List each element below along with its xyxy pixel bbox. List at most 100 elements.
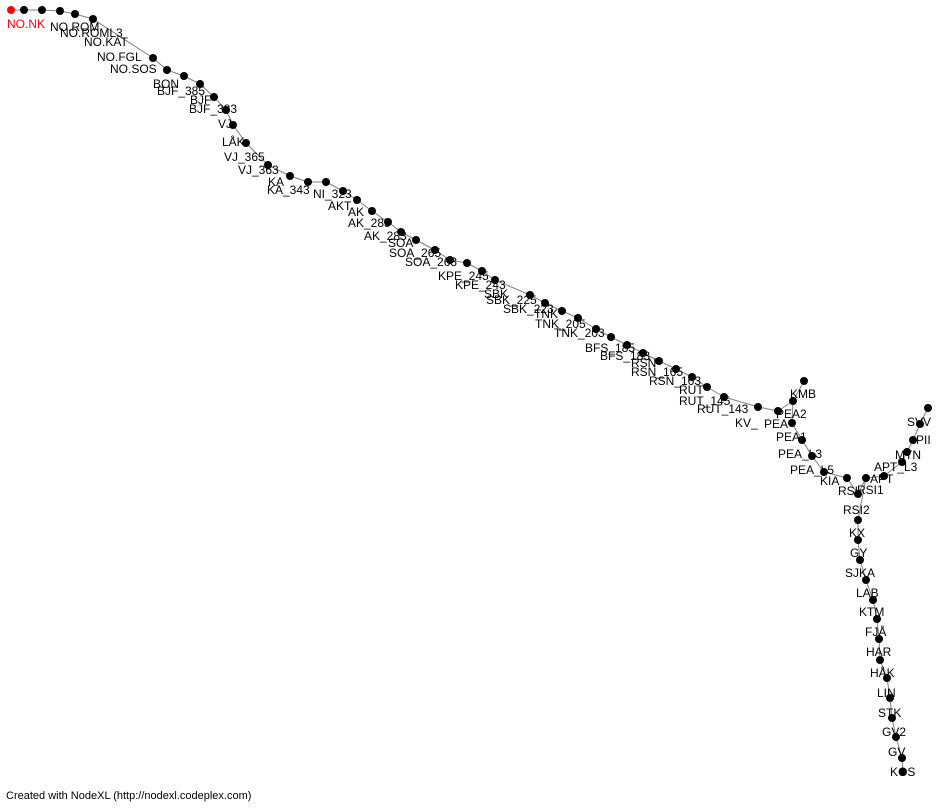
- graph-node[interactable]: [843, 474, 851, 482]
- graph-edge: [267, 164, 291, 177]
- graph-node[interactable]: [163, 66, 171, 74]
- graph-node[interactable]: [873, 615, 881, 623]
- graph-node[interactable]: [196, 80, 204, 88]
- graph-node[interactable]: [789, 397, 797, 405]
- node-label: SOA_265: [389, 246, 441, 260]
- graph-node[interactable]: [20, 6, 28, 14]
- graph-node[interactable]: [862, 474, 870, 482]
- node-label: MTN: [895, 448, 921, 462]
- graph-node[interactable]: [875, 635, 883, 643]
- graph-node[interactable]: [883, 674, 891, 682]
- node-label: AK: [348, 205, 364, 219]
- node-label: KA_343: [267, 183, 310, 197]
- graph-node[interactable]: [672, 365, 680, 373]
- graph-node[interactable]: [431, 246, 439, 254]
- node-label: KA: [268, 175, 284, 189]
- graph-node[interactable]: [888, 714, 896, 722]
- graph-node[interactable]: [286, 172, 294, 180]
- graph-node[interactable]: [222, 106, 230, 114]
- graph-node[interactable]: [463, 259, 471, 267]
- graph-node[interactable]: [880, 472, 888, 480]
- graph-node[interactable]: [412, 236, 420, 244]
- graph-node[interactable]: [397, 228, 405, 236]
- graph-node[interactable]: [384, 218, 392, 226]
- graph-node[interactable]: [703, 383, 711, 391]
- node-label: GV2: [882, 725, 906, 739]
- graph-edge: [92, 18, 154, 59]
- graph-edge: [245, 142, 269, 166]
- graph-node[interactable]: [180, 72, 188, 80]
- graph-node[interactable]: [774, 407, 782, 415]
- graph-node[interactable]: [903, 448, 911, 456]
- graph-node[interactable]: [491, 276, 499, 284]
- graph-node[interactable]: [808, 452, 816, 460]
- graph-node[interactable]: [210, 93, 218, 101]
- graph-node[interactable]: [854, 490, 862, 498]
- node-label: RUT_145: [679, 394, 731, 408]
- graph-edge: [723, 396, 759, 408]
- graph-node[interactable]: [526, 291, 534, 299]
- graph-node[interactable]: [892, 733, 900, 741]
- graph-node[interactable]: [800, 377, 808, 385]
- graph-node[interactable]: [304, 178, 312, 186]
- graph-node[interactable]: [89, 15, 97, 23]
- graph-node[interactable]: [720, 393, 728, 401]
- graph-node[interactable]: [574, 314, 582, 322]
- graph-node[interactable]: [798, 436, 806, 444]
- graph-node[interactable]: [854, 516, 862, 524]
- node-label: VJ_365: [224, 150, 265, 164]
- graph-node[interactable]: [264, 161, 272, 169]
- node-label: KIA: [820, 474, 839, 488]
- graph-node[interactable]: [353, 196, 361, 204]
- graph-node[interactable]: [592, 325, 600, 333]
- graph-node[interactable]: [820, 468, 828, 476]
- node-label: KPE_245: [438, 269, 489, 283]
- graph-node[interactable]: [322, 178, 330, 186]
- node-label: AKT: [328, 199, 352, 213]
- graph-node[interactable]: [339, 187, 347, 195]
- node-label: RSN_165: [631, 365, 683, 379]
- node-label: RSI: [838, 484, 858, 498]
- graph-node[interactable]: [898, 754, 906, 762]
- graph-node[interactable]: [229, 121, 237, 129]
- graph-node[interactable]: [909, 436, 917, 444]
- node-label: NI_323: [313, 187, 352, 201]
- graph-node[interactable]: [856, 556, 864, 564]
- graph-node[interactable]: [639, 349, 647, 357]
- graph-node[interactable]: [754, 403, 762, 411]
- graph-node[interactable]: [242, 139, 250, 147]
- node-label: NO.ROML3: [60, 26, 123, 40]
- graph-node[interactable]: [541, 299, 549, 307]
- graph-node[interactable]: [446, 256, 454, 264]
- node-label: PEA: [764, 417, 788, 431]
- graph-node[interactable]: [558, 307, 566, 315]
- graph-node[interactable]: [623, 341, 631, 349]
- graph-node[interactable]: [886, 694, 894, 702]
- node-label: VJ: [218, 117, 232, 131]
- graph-node[interactable]: [368, 207, 376, 215]
- node-label: KTM: [859, 605, 884, 619]
- graph-node[interactable]: [924, 404, 932, 412]
- graph-node[interactable]: [876, 656, 884, 664]
- node-label: SJKA: [845, 566, 875, 580]
- node-label: SBK: [484, 287, 508, 301]
- graph-node[interactable]: [56, 7, 64, 15]
- graph-node[interactable]: [862, 576, 870, 584]
- graph-node[interactable]: [7, 6, 15, 14]
- graph-node[interactable]: [899, 768, 907, 776]
- graph-node[interactable]: [71, 10, 79, 18]
- node-label: NO.ROM: [50, 20, 99, 34]
- graph-node[interactable]: [607, 333, 615, 341]
- graph-node[interactable]: [38, 6, 46, 14]
- graph-node[interactable]: [149, 54, 157, 62]
- graph-node[interactable]: [688, 373, 696, 381]
- graph-node[interactable]: [788, 419, 796, 427]
- graph-node[interactable]: [854, 536, 862, 544]
- node-label: PII: [916, 433, 931, 447]
- graph-node[interactable]: [869, 596, 877, 604]
- graph-node[interactable]: [655, 357, 663, 365]
- graph-node[interactable]: [898, 458, 906, 466]
- graph-node[interactable]: [916, 420, 924, 428]
- graph-node[interactable]: [478, 267, 486, 275]
